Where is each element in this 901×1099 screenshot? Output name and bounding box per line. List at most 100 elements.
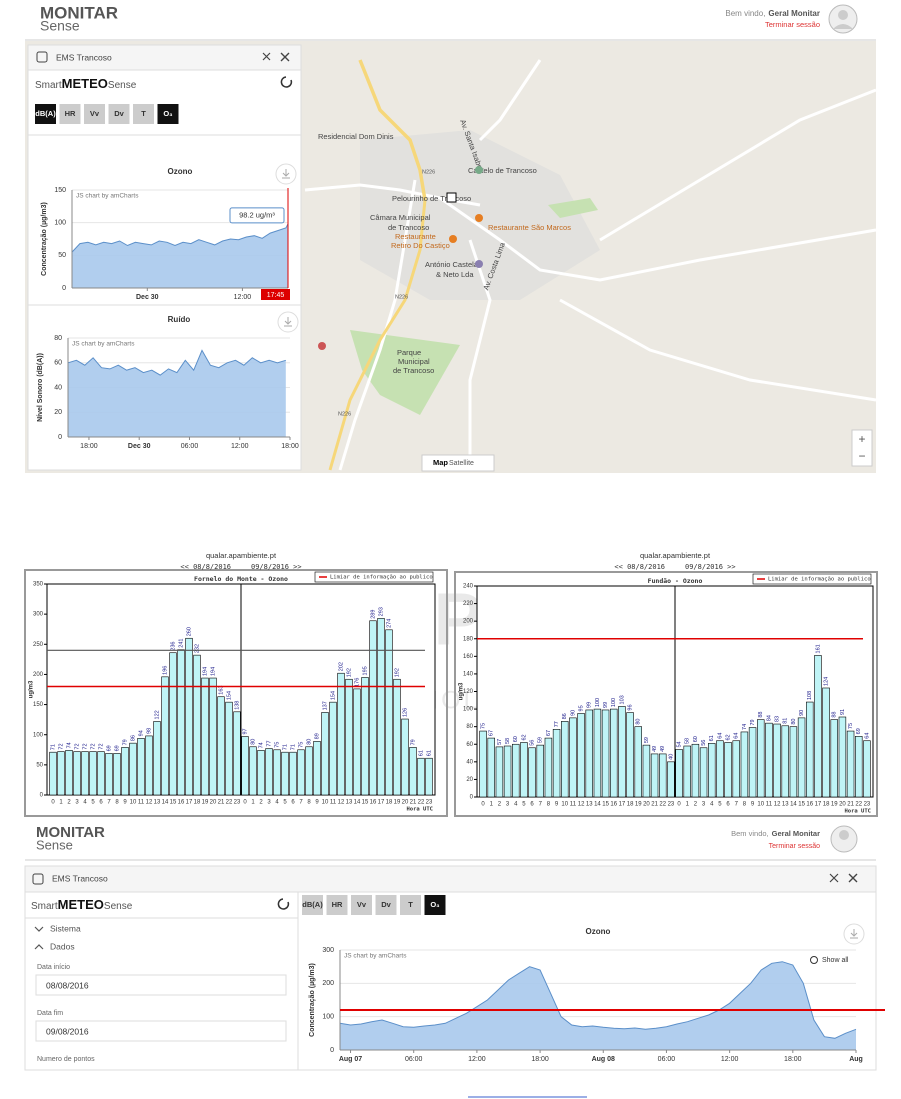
- x-tick-label: 19: [394, 800, 401, 806]
- bar-value-label: 75: [848, 723, 854, 729]
- close-icon[interactable]: [280, 52, 290, 62]
- bar-value-label: 67: [489, 730, 495, 736]
- zoom-in[interactable]: +: [858, 432, 865, 446]
- bar: [806, 701, 814, 798]
- nav-prev[interactable]: << 08/8/2016: [614, 563, 665, 571]
- bar: [683, 745, 691, 798]
- toggle-button[interactable]: [351, 895, 372, 915]
- bar: [241, 736, 249, 796]
- toggle-button[interactable]: [108, 104, 130, 124]
- close-icon[interactable]: [848, 873, 858, 883]
- chevron[interactable]: [34, 944, 44, 950]
- area-fill: [72, 223, 288, 288]
- bar-value-label: 61: [709, 735, 715, 741]
- chevron[interactable]: [34, 926, 44, 932]
- bar-value-label: 80: [636, 719, 642, 725]
- refresh-icon[interactable]: [277, 898, 290, 910]
- bar: [512, 743, 520, 798]
- bar: [748, 727, 757, 798]
- toggle-button[interactable]: [133, 104, 154, 124]
- bar-value-label: 80: [250, 739, 256, 745]
- nav-next[interactable]: 09/8/2016 >>: [685, 563, 736, 571]
- toggle-button[interactable]: [157, 104, 179, 124]
- toggle-button[interactable]: [326, 895, 348, 915]
- toggle-button[interactable]: [302, 895, 323, 915]
- bar: [385, 629, 393, 796]
- bar: [161, 676, 169, 796]
- cursor-label: 17:45: [267, 292, 285, 299]
- expand-icon[interactable]: [829, 873, 839, 883]
- toggle-button[interactable]: [424, 895, 446, 915]
- toggle-button[interactable]: [375, 895, 397, 915]
- toggle-button[interactable]: [59, 104, 81, 124]
- end-date: 09/08/2016: [46, 1026, 89, 1036]
- bar: [757, 719, 765, 798]
- x-tick-label: 13: [346, 800, 353, 806]
- poi[interactable]: [475, 260, 483, 268]
- nav-prev[interactable]: << 08/8/2016: [180, 563, 231, 571]
- bar: [495, 746, 504, 798]
- poi[interactable]: [318, 342, 326, 350]
- bar: [765, 722, 773, 798]
- export-icon: [282, 169, 290, 179]
- toggle-button[interactable]: [400, 895, 421, 915]
- show-all-button[interactable]: Show all: [822, 957, 849, 964]
- poi[interactable]: [449, 235, 457, 243]
- toggle-label: Vv: [357, 900, 367, 909]
- map-label: Residencial Dom Dinis: [318, 132, 394, 141]
- bar: [153, 721, 161, 796]
- station-marker[interactable]: [446, 192, 457, 203]
- date-input[interactable]: [35, 974, 287, 996]
- bar: [716, 740, 724, 798]
- bar-value-label: 241: [178, 639, 184, 648]
- bar: [593, 708, 602, 798]
- y-tick-label: 120: [463, 689, 474, 695]
- x-tick-label: 15: [170, 800, 177, 806]
- section-data[interactable]: Dados: [50, 941, 75, 951]
- nav-next[interactable]: 09/8/2016 >>: [251, 563, 302, 571]
- bar: [822, 687, 830, 798]
- x-tick-label: 8: [115, 800, 119, 806]
- logout-link[interactable]: Terminar sessão: [769, 843, 820, 850]
- toggle-button[interactable]: [84, 104, 105, 124]
- x-tick-label: 16: [178, 800, 185, 806]
- x-tick-label: 10: [757, 802, 764, 808]
- poi[interactable]: [475, 166, 483, 174]
- bar: [193, 654, 201, 796]
- toggle-label: Dv: [381, 900, 391, 909]
- toggle-button[interactable]: [35, 104, 56, 124]
- brand-pre: Smart: [35, 80, 62, 91]
- refresh-icon[interactable]: [280, 76, 293, 88]
- satellite-button[interactable]: Satellite: [449, 460, 474, 467]
- map-button[interactable]: Map: [433, 458, 448, 467]
- bar-value-label: 84: [766, 715, 772, 721]
- bar: [113, 753, 121, 796]
- x-tick-label: 5: [718, 802, 722, 808]
- welcome-text: Bem vindo,: [725, 9, 765, 18]
- bar-value-label: 83: [775, 716, 781, 722]
- bar: [225, 701, 233, 796]
- x-tick-label: 23: [864, 802, 871, 808]
- poi[interactable]: [475, 214, 483, 222]
- x-tick-label: 20: [839, 802, 846, 808]
- zoom-out[interactable]: −: [858, 449, 865, 463]
- toggle-label: Dv: [114, 109, 124, 118]
- toggle-label: dB(A): [35, 109, 56, 118]
- expand-icon[interactable]: [262, 52, 271, 61]
- bar: [401, 718, 409, 796]
- export-icon: [284, 317, 292, 327]
- y-tick-label: 0: [62, 285, 66, 292]
- bar: [65, 750, 73, 796]
- road-label: N226: [395, 294, 408, 300]
- x-tick-label: 18:00: [80, 443, 98, 450]
- bar-value-label: 161: [815, 644, 821, 653]
- date-input[interactable]: [35, 1020, 287, 1042]
- bar: [789, 726, 798, 798]
- section-system[interactable]: Sistema: [50, 923, 81, 933]
- x-tick-label: 20: [643, 802, 650, 808]
- logout-link[interactable]: Terminar sessão: [765, 20, 820, 29]
- legend: [752, 573, 872, 585]
- bar-value-label: 74: [258, 742, 264, 748]
- bar: [585, 709, 593, 798]
- y-tick-label: 100: [322, 1014, 334, 1021]
